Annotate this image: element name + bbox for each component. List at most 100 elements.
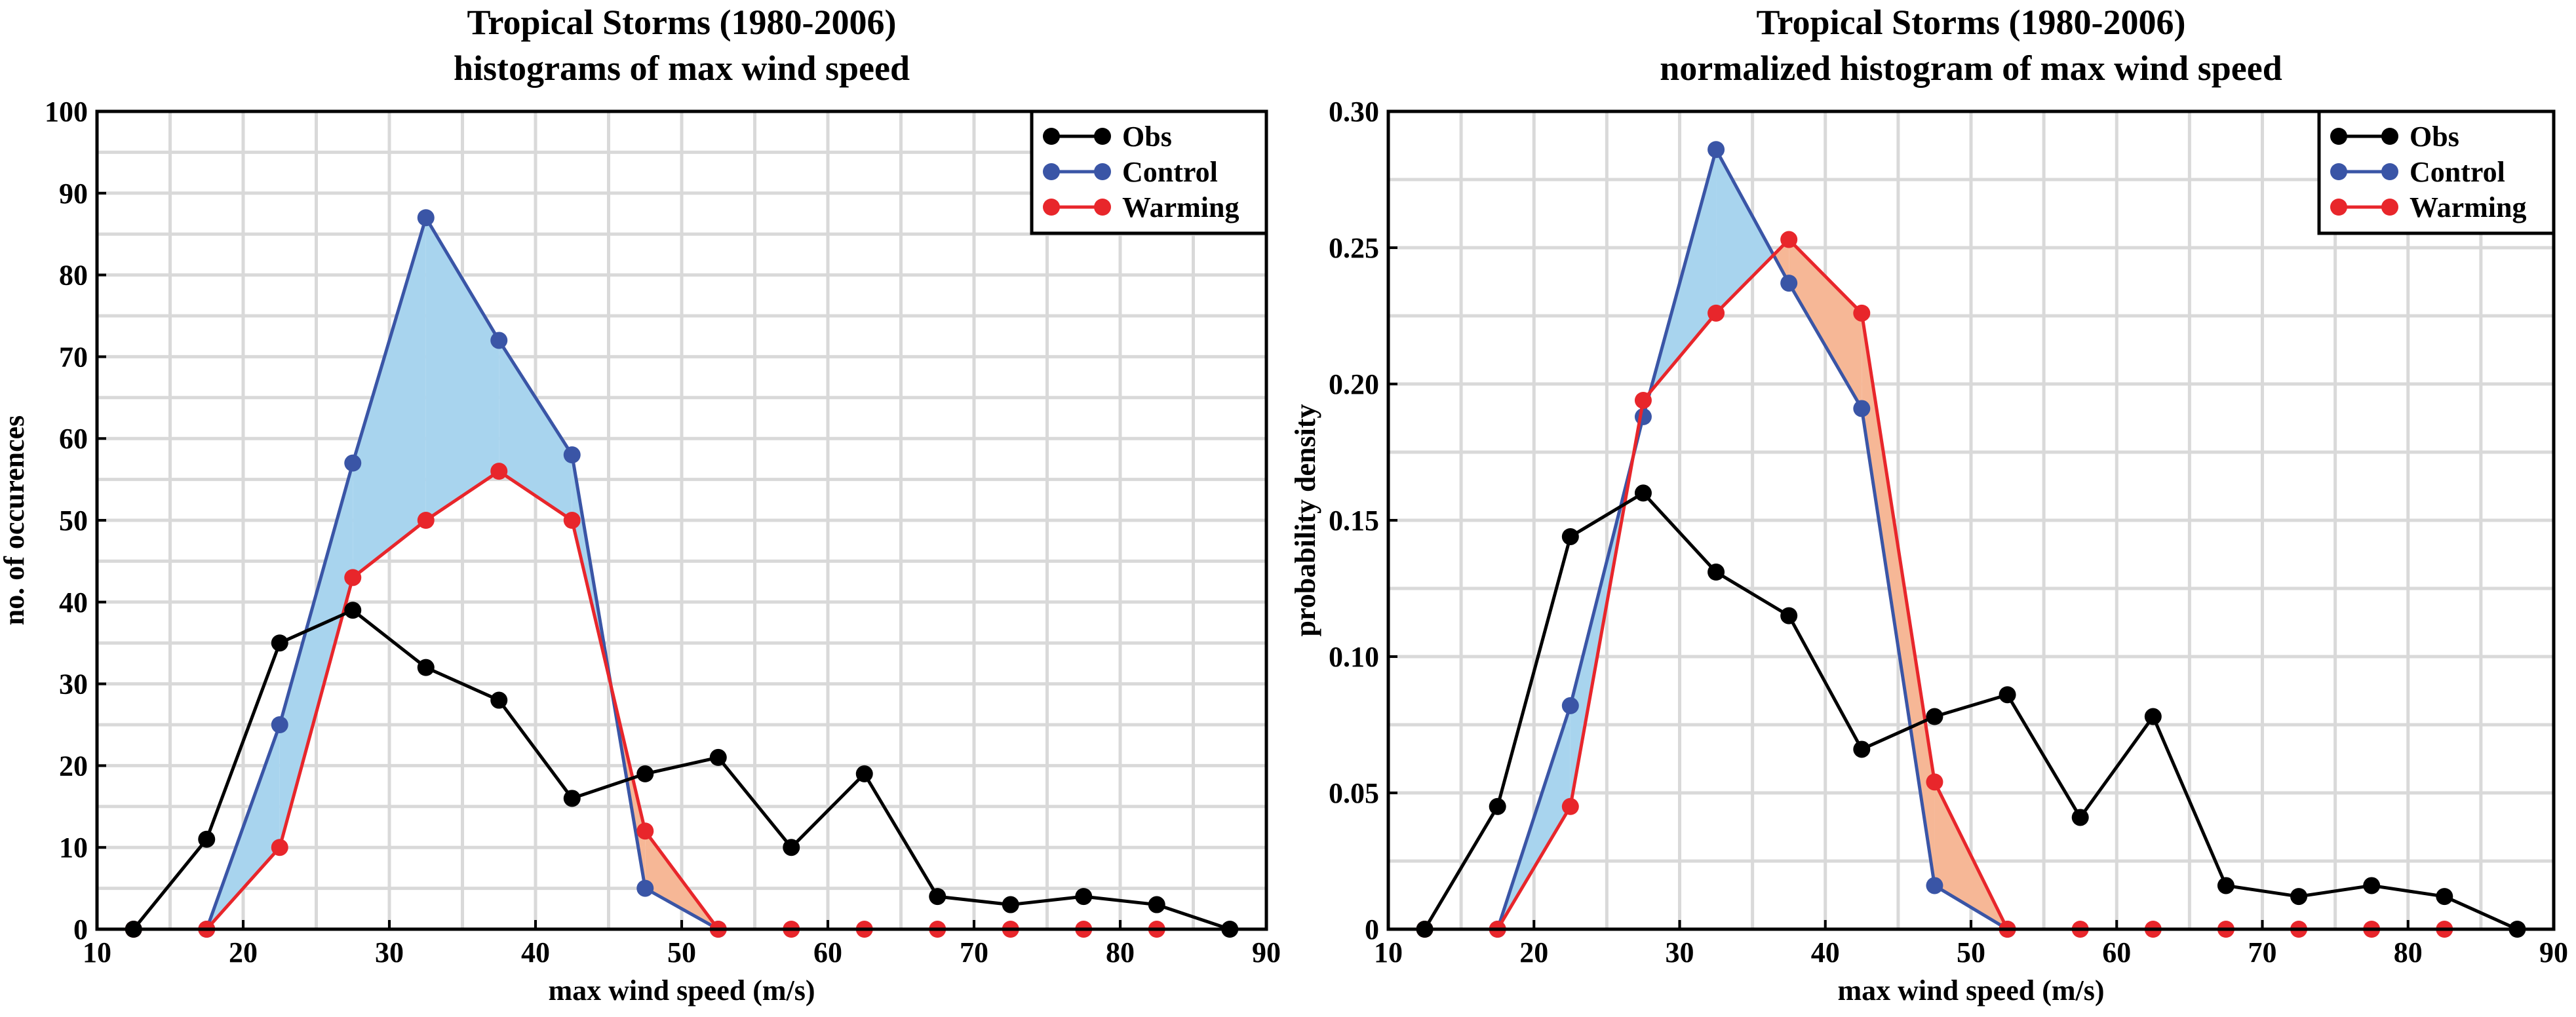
fill-segment (1789, 239, 1862, 409)
data-point-obs (2144, 708, 2162, 725)
fill-segment (425, 218, 499, 520)
data-point-obs (1489, 797, 1506, 815)
y-tick-label: 90 (59, 178, 88, 210)
x-tick-label: 40 (1811, 936, 1840, 969)
data-point-obs (2290, 888, 2308, 906)
y-tick-label: 30 (59, 668, 88, 700)
legend-marker (2330, 199, 2347, 216)
fill-segment (1862, 313, 1935, 886)
tick-labels: 10 20 30 40 50 60 70 80 90 0 0.05 0.10 0.15 0.20 0.25 0… (1329, 96, 2568, 969)
data-point-warming (636, 822, 654, 840)
data-point-obs (1002, 896, 1019, 913)
y-tick-label: 0.10 (1329, 641, 1379, 673)
y-tick-label: 0 (1365, 913, 1379, 946)
data-point-warming (1708, 304, 1725, 322)
data-point-obs (563, 790, 581, 807)
chart-subtitle: normalized histogram of max wind speed (1660, 48, 2282, 88)
legend-marker (1094, 128, 1111, 145)
data-point-obs (344, 602, 362, 619)
y-tick-label: 0.15 (1329, 505, 1379, 537)
legend-label: Obs (1122, 121, 1172, 153)
data-point-obs (1853, 740, 1871, 758)
chart-title: Tropical Storms (1980-2006) (1757, 3, 2186, 42)
series-line-control (205, 216, 719, 931)
y-tick-label: 0 (73, 913, 88, 946)
x-axis-label: max wind speed (m/s) (1837, 974, 2104, 1007)
x-tick-label: 20 (1519, 936, 1548, 969)
data-point-obs (1561, 528, 1579, 545)
legend-marker (2330, 128, 2347, 145)
series-line-obs (132, 608, 1231, 931)
data-point-obs (709, 748, 727, 766)
legend-marker (1043, 128, 1060, 145)
data-point-warming (1780, 231, 1798, 248)
x-tick-label: 80 (1106, 936, 1135, 969)
fill-segment (1773, 239, 1789, 284)
data-point-control (1853, 400, 1871, 417)
x-tick-label: 30 (375, 936, 404, 969)
legend-label: Control (2410, 156, 2505, 188)
fill-segment (1716, 149, 1774, 313)
data-point-obs (1708, 564, 1725, 581)
data-point-obs (1780, 607, 1798, 624)
x-tick-label: 90 (1252, 936, 1281, 969)
data-point-obs (198, 830, 216, 848)
data-point-warming (271, 839, 288, 856)
data-point-obs (2217, 877, 2234, 894)
y-tick-label: 0.30 (1329, 96, 1379, 128)
y-tick-label: 70 (59, 341, 88, 373)
data-point-warming (1853, 304, 1871, 322)
data-point-obs (1926, 708, 1943, 725)
data-point-control (636, 879, 654, 897)
y-tick-label: 20 (59, 750, 88, 782)
chart-subtitle: histograms of max wind speed (454, 48, 910, 88)
data-point-control (1634, 408, 1652, 425)
legend-item-obs: Obs (1043, 121, 1172, 153)
fill-segment (353, 218, 426, 578)
data-point-obs (1999, 686, 2016, 704)
y-tick-label: 50 (59, 505, 88, 537)
legend-marker (1043, 163, 1060, 180)
y-tick-label: 0.25 (1329, 232, 1379, 264)
legend-item-control: Control (1043, 156, 1218, 188)
x-tick-label: 40 (521, 936, 550, 969)
data-point-obs (417, 659, 435, 676)
data-point-obs (2436, 888, 2453, 906)
data-point-warming (490, 463, 508, 480)
legend-item-control: Control (2330, 156, 2505, 188)
data-point-obs (636, 765, 654, 782)
y-tick-label: 100 (45, 96, 88, 128)
data-point-obs (271, 634, 288, 652)
legend-marker (2330, 163, 2347, 180)
data-point-warming (417, 512, 435, 529)
legend-marker (2381, 199, 2398, 216)
legend-item-warming: Warming (2330, 191, 2526, 223)
data-point-warming (1926, 773, 1943, 791)
x-tick-label: 50 (1957, 936, 1985, 969)
data-point-warming (563, 512, 581, 529)
x-tick-label: 60 (2102, 936, 2131, 969)
fill-segment (499, 340, 572, 520)
y-tick-label: 80 (59, 259, 88, 292)
x-tick-label: 20 (229, 936, 258, 969)
data-point-control (490, 332, 508, 349)
fill-segment (279, 463, 353, 848)
data-point-warming (344, 569, 362, 586)
series-obs (125, 602, 1239, 938)
data-point-warming (1634, 391, 1652, 409)
series-line-control (1496, 147, 2008, 931)
y-tick-label: 60 (59, 423, 88, 455)
y-tick-label: 40 (59, 586, 88, 619)
y-tick-label: 0.20 (1329, 368, 1379, 400)
data-point-warming (1561, 797, 1579, 815)
data-point-obs (929, 888, 946, 906)
legend-marker (1094, 163, 1111, 180)
data-point-obs (783, 839, 800, 856)
data-point-obs (490, 691, 508, 709)
data-point-obs (1075, 888, 1093, 906)
data-point-obs (1148, 896, 1165, 913)
